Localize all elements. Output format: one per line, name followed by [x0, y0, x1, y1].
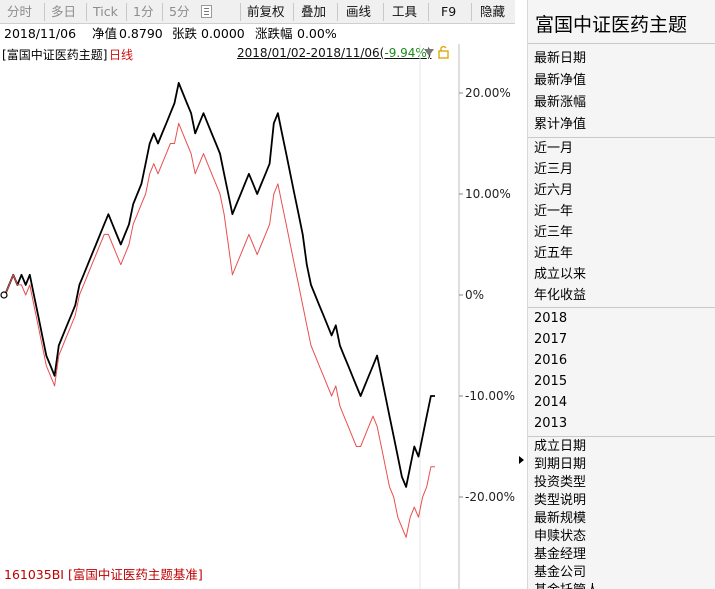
panel-item-3m[interactable]: 近三月 [534, 162, 574, 177]
panel-item-1m[interactable]: 近一月 [534, 141, 574, 156]
panel-title: 富国中证医药主题 [535, 14, 688, 36]
panel-item-2017[interactable]: 2017 [534, 332, 568, 347]
panel-item-type-desc[interactable]: 类型说明 [534, 493, 587, 508]
panel-item-latest-change[interactable]: 最新涨幅 [534, 95, 587, 110]
info-date: 2018/11/06 [4, 26, 77, 41]
collapse-arrow-icon[interactable] [519, 456, 524, 464]
chart-period: 日线 [109, 48, 134, 62]
y-tick-label: 20.00% [465, 86, 511, 100]
y-tick-label: 0% [465, 288, 484, 302]
panel-item-since-inception[interactable]: 成立以来 [534, 267, 587, 282]
panel-item-1y[interactable]: 近一年 [534, 204, 574, 219]
tab-intraday[interactable]: 分时 [7, 4, 33, 19]
panel-item-latest-date[interactable]: 最新日期 [534, 51, 587, 66]
panel-item-inception-date[interactable]: 成立日期 [534, 439, 587, 454]
y-tick-label: -10.00% [465, 389, 515, 403]
panel-item-fund-company[interactable]: 基金公司 [534, 565, 587, 580]
change-pct-value: 0.00% [297, 26, 337, 41]
fund-nav-series-line [4, 82, 435, 488]
series-start-marker [0, 291, 8, 299]
benchmark-label: 161035BI [富国中证医药主题基准] [4, 567, 203, 582]
range-dropdown-icon [424, 49, 434, 56]
tab-multi-day[interactable]: 多日 [51, 4, 77, 19]
panel-item-2016[interactable]: 2016 [534, 353, 568, 368]
chart-title: [富国中证医药主题] [2, 48, 108, 62]
chart-plot: 20.00% 10.00% 0% -10.00% -20.00% [0, 44, 515, 589]
panel-section-returns [528, 137, 715, 138]
y-tick-label: -20.00% [465, 490, 515, 504]
panel-item-latest-nav[interactable]: 最新净值 [534, 73, 587, 88]
panel-item-2013[interactable]: 2013 [534, 416, 568, 431]
f9-button[interactable]: F9 [441, 4, 457, 19]
change-value: 0.0000 [201, 26, 245, 41]
toolbar: 分时 多日 Tick 1分 5分 前复权 叠加 画线 工具 F9 隐藏 [0, 0, 515, 24]
fund-info-panel: 富国中证医药主题 最新日期 最新净值 最新涨幅 累计净值 近一月 近三月 近六月… [527, 0, 715, 589]
panel-item-fund-manager[interactable]: 基金经理 [534, 547, 587, 562]
panel-section-profile [528, 436, 715, 437]
panel-item-5y[interactable]: 近五年 [534, 246, 574, 261]
hide-button[interactable]: 隐藏 [480, 4, 506, 19]
tab-5min[interactable]: 5分 [169, 4, 190, 19]
panel-item-cumulative-nav[interactable]: 累计净值 [534, 117, 587, 132]
change-pct-label: 涨跌幅 [255, 26, 293, 41]
panel-section-latest [528, 43, 715, 44]
panel-section-years [528, 307, 715, 308]
panel-item-maturity-date[interactable]: 到期日期 [534, 457, 587, 472]
panel-item-latest-size[interactable]: 最新规模 [534, 511, 587, 526]
panel-item-annualized[interactable]: 年化收益 [534, 288, 587, 303]
panel-item-3y[interactable]: 近三年 [534, 225, 574, 240]
y-tick-label: 10.00% [465, 187, 511, 201]
tab-1min[interactable]: 1分 [133, 4, 154, 19]
panel-item-investment-type[interactable]: 投资类型 [534, 475, 587, 490]
nav-info-bar: 2018/11/06 净值 0.8790 张跌 0.0000 涨跌幅 0.00% [0, 24, 515, 44]
draw-line-button[interactable]: 画线 [346, 4, 372, 19]
tools-button[interactable]: 工具 [392, 4, 418, 19]
change-label: 张跌 [172, 26, 198, 41]
panel-item-custodian[interactable]: 基金托管人 [534, 581, 599, 589]
panel-item-2018[interactable]: 2018 [534, 311, 568, 326]
period-menu-icon[interactable] [201, 5, 212, 18]
panel-item-2014[interactable]: 2014 [534, 395, 568, 410]
nav-chart[interactable]: [富国中证医药主题] 日线 2018/01/02-2018/11/06(-9.9… [0, 44, 515, 589]
panel-item-subscription-status[interactable]: 申赎状态 [534, 529, 587, 544]
overlay-button[interactable]: 叠加 [301, 4, 327, 19]
nav-value: 0.8790 [119, 26, 163, 41]
date-range[interactable]: 2018/01/02-2018/11/06(-9.94%) [237, 46, 432, 60]
forward-adjust-button[interactable]: 前复权 [247, 4, 285, 19]
panel-item-2015[interactable]: 2015 [534, 374, 568, 389]
lock-shackle-icon [440, 45, 447, 51]
benchmark-series-line [4, 122, 435, 538]
tab-tick[interactable]: Tick [93, 4, 118, 19]
panel-item-6m[interactable]: 近六月 [534, 183, 574, 198]
nav-label: 净值 [92, 26, 118, 41]
lock-icon [438, 50, 449, 59]
